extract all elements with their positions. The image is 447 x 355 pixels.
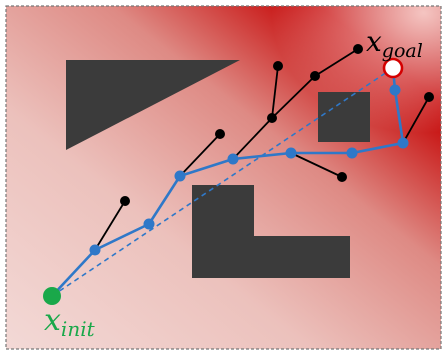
path-node bbox=[397, 137, 409, 149]
tree-edge bbox=[402, 96, 430, 144]
path-node bbox=[346, 147, 358, 159]
obstacles bbox=[66, 60, 370, 278]
tree-edge bbox=[179, 133, 221, 177]
start-label-subscript: init bbox=[61, 317, 96, 341]
goal-label: xgoal bbox=[366, 25, 423, 62]
path-node bbox=[143, 218, 155, 230]
tree-edge bbox=[94, 200, 126, 251]
goal-node bbox=[382, 57, 404, 79]
tree-node bbox=[353, 44, 363, 54]
goal-label-subscript: goal bbox=[382, 40, 423, 62]
tree-edge bbox=[271, 65, 279, 119]
solution-path bbox=[51, 67, 409, 297]
tree-edge bbox=[271, 75, 316, 119]
goal-label-symbol: x bbox=[366, 25, 382, 58]
tree-node bbox=[120, 196, 130, 206]
path-node bbox=[389, 84, 401, 96]
start-label-symbol: x bbox=[44, 303, 61, 338]
start-label: xinit bbox=[44, 303, 96, 341]
tree-node bbox=[424, 92, 434, 102]
obstacle-l-shape bbox=[192, 185, 350, 278]
tree-node bbox=[267, 113, 277, 123]
obstacle-triangle bbox=[66, 60, 240, 150]
start-node bbox=[43, 287, 61, 305]
tree-edge bbox=[232, 117, 273, 160]
tree-branches bbox=[94, 44, 434, 251]
tree-node bbox=[215, 129, 225, 139]
path-node bbox=[89, 244, 101, 256]
diagram-border bbox=[5, 5, 442, 350]
path-node bbox=[285, 147, 297, 159]
tree-edge bbox=[314, 48, 359, 77]
path-node bbox=[227, 153, 239, 165]
solution-path-line bbox=[51, 67, 405, 297]
tree-edge bbox=[290, 152, 343, 178]
tree-node bbox=[337, 172, 347, 182]
path-node bbox=[174, 170, 186, 182]
obstacle-square bbox=[318, 92, 370, 142]
tree-node bbox=[273, 61, 283, 71]
tree-node bbox=[310, 71, 320, 81]
